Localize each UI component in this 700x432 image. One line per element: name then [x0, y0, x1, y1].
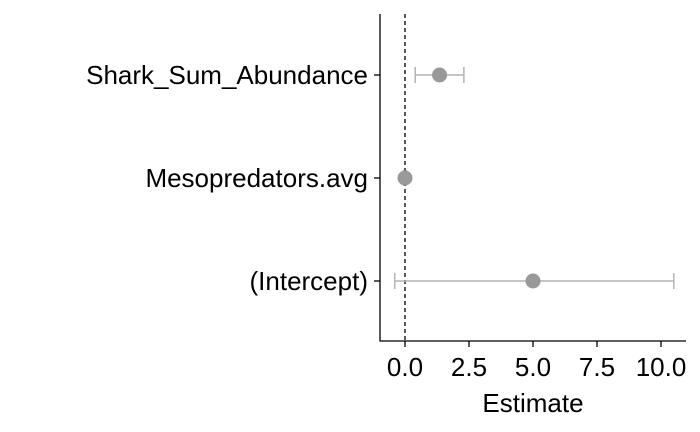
x-tick-label-4: 10.0 — [636, 352, 687, 382]
point-1 — [397, 170, 413, 186]
point-0 — [432, 67, 448, 83]
x-tick-label-1: 2.5 — [451, 352, 487, 382]
y-tick-label-0: Shark_Sum_Abundance — [86, 60, 368, 90]
point-2 — [525, 273, 541, 289]
x-tick-label-2: 5.0 — [515, 352, 551, 382]
y-tick-label-2: (Intercept) — [250, 266, 369, 296]
x-tick-label-3: 7.5 — [579, 352, 615, 382]
point-layer — [397, 67, 541, 289]
errorbar-layer — [394, 67, 675, 289]
y-tick-label-1: Mesopredators.avg — [145, 163, 368, 193]
y-tick-label-layer: Shark_Sum_Abundance Mesopredators.avg (Int… — [86, 60, 368, 296]
x-axis-title: Estimate — [482, 388, 583, 418]
axes-layer — [374, 14, 686, 347]
x-tick-label-0: 0.0 — [387, 352, 423, 382]
x-tick-label-layer: 0.0 2.5 5.0 7.5 10.0 — [387, 352, 686, 382]
